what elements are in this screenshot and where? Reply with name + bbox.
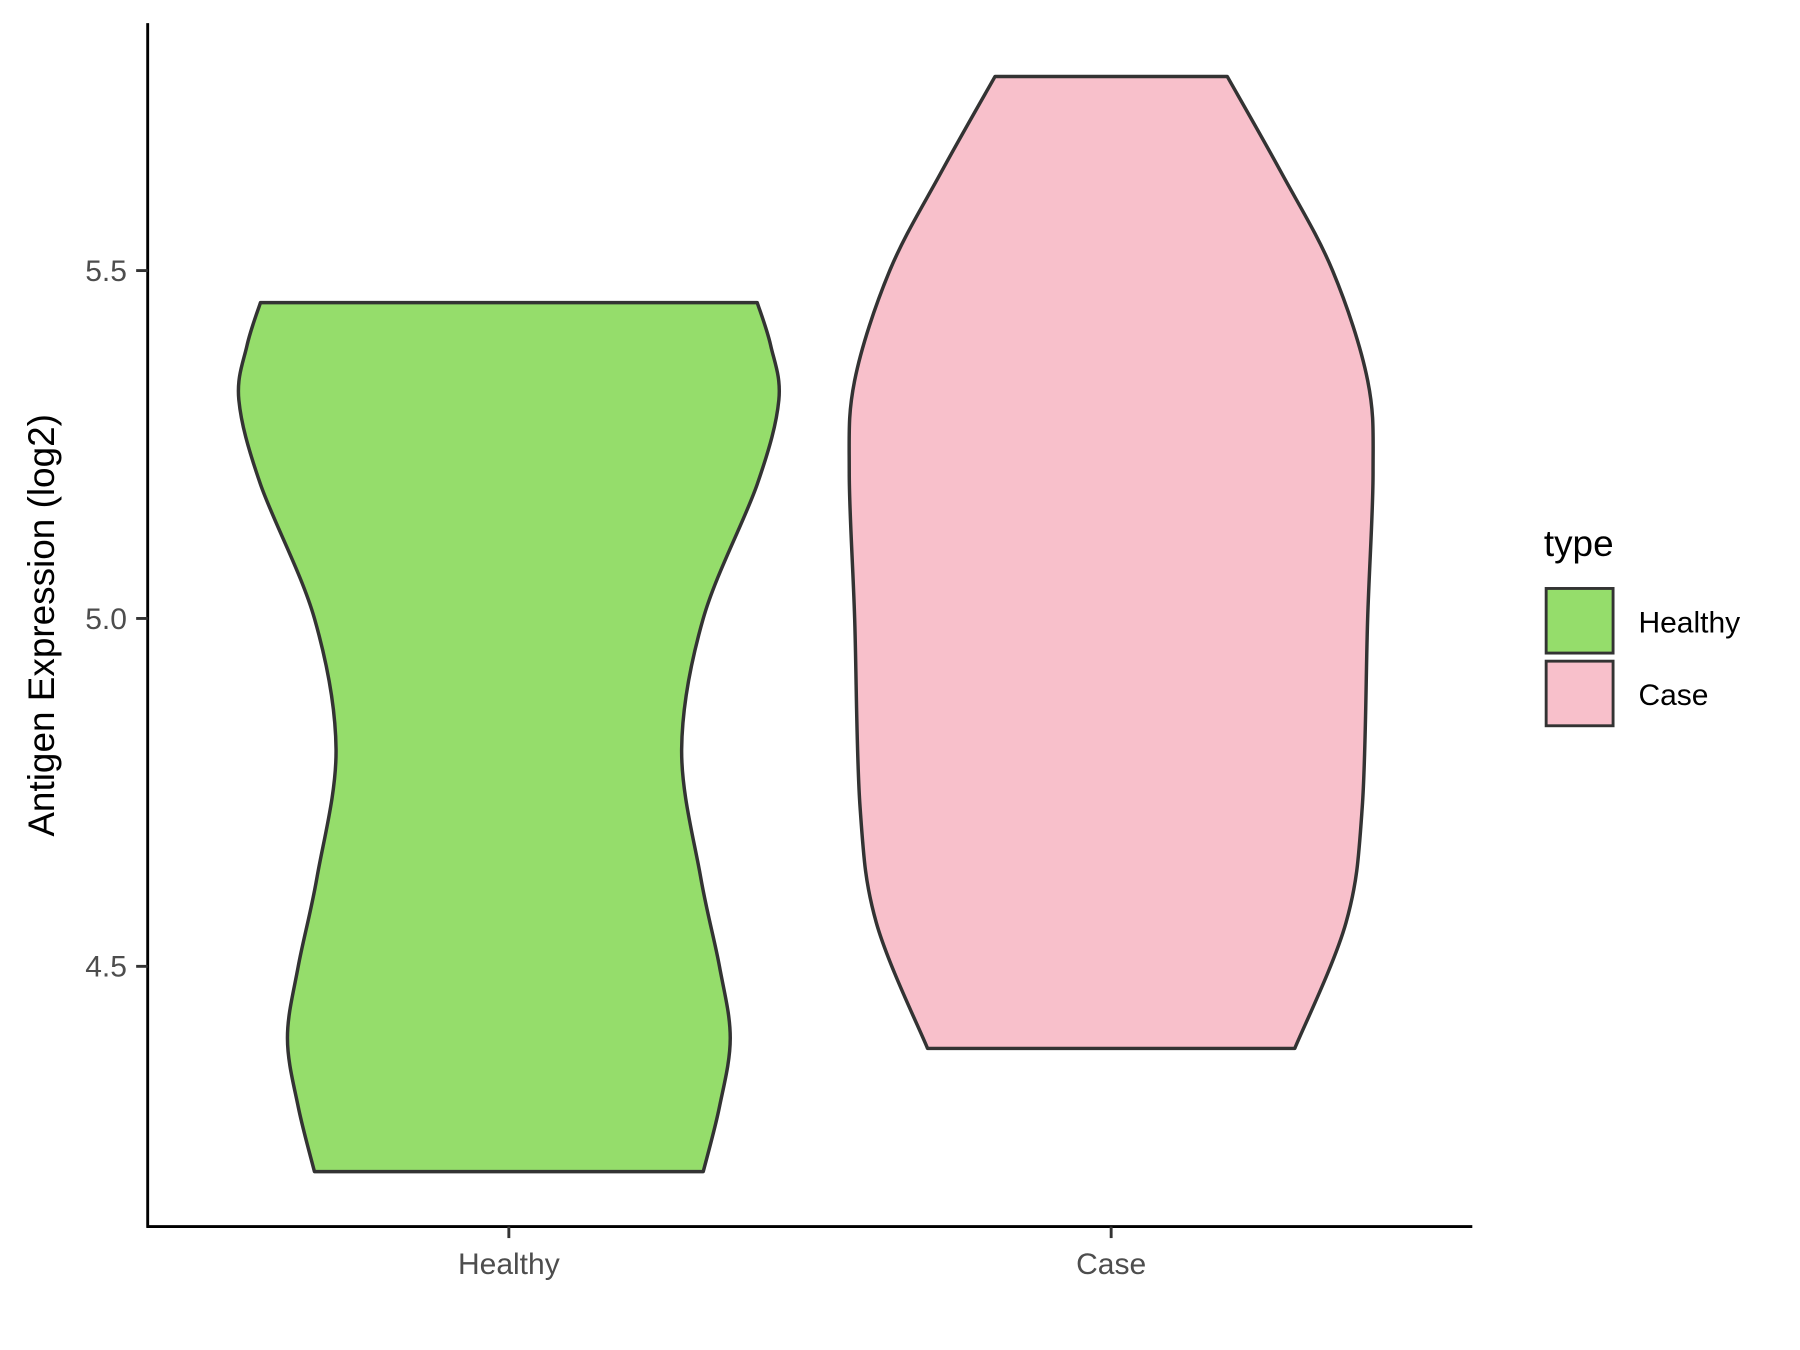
y-tick-label: 5.5 (85, 255, 127, 288)
y-tick-label: 4.5 (85, 951, 127, 984)
legend-label-healthy: Healthy (1638, 606, 1740, 639)
x-ticks: Healthy Case (458, 1226, 1146, 1281)
x-tick-label: Healthy (458, 1248, 560, 1281)
violin-case (847, 74, 1375, 1051)
legend-label-case: Case (1638, 679, 1708, 712)
legend: type Healthy Case (1544, 523, 1740, 728)
legend-title: type (1544, 523, 1614, 564)
legend-swatch-healthy (1544, 587, 1615, 655)
violin-healthy (236, 300, 782, 1174)
y-ticks: 4.5 5.0 5.5 (85, 255, 148, 984)
violins (236, 74, 1375, 1174)
legend-swatch-case (1544, 659, 1615, 728)
y-axis-title: Antigen Expression (log2) (21, 414, 62, 837)
y-tick-label: 5.0 (85, 603, 127, 636)
x-tick-label: Case (1076, 1248, 1146, 1281)
